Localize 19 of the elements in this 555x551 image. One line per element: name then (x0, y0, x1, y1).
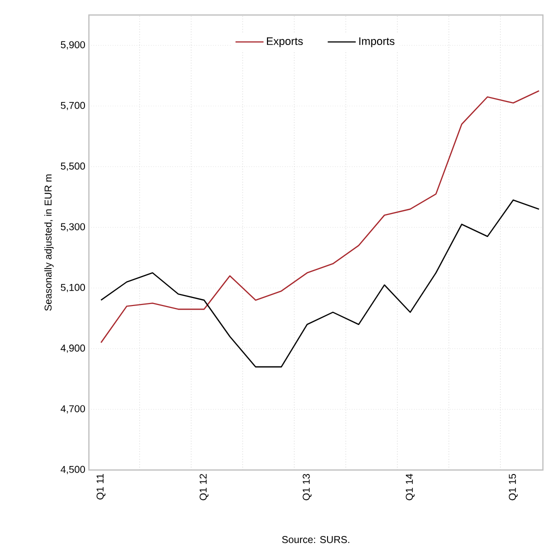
y-tick-label: 5,900 (60, 41, 85, 50)
y-tick-label: 4,500 (60, 466, 85, 474)
y-tick-label: 5,300 (60, 223, 85, 232)
line-series (100, 199, 540, 368)
y-tick-label: 4,900 (60, 344, 85, 353)
x-tick-label: Q1 12 (200, 474, 208, 500)
y-tick-label: 5,100 (60, 284, 85, 292)
legend-label: Imports (359, 37, 394, 48)
x-tick-label: Q1 13 (302, 474, 312, 500)
y-axis-title: Seasonally adjusted, in EUR m (44, 174, 54, 311)
source-note: Source: SURS. (282, 536, 350, 544)
x-tick-label: Q1 11 (96, 474, 106, 500)
legend-label: Exports (266, 37, 303, 48)
y-tick-label: 5,500 (60, 162, 85, 171)
line-series (100, 90, 540, 344)
x-tick-label: Q1 15 (508, 474, 518, 500)
x-tick-label: Q1 14 (406, 474, 415, 500)
y-tick-label: 4,700 (60, 405, 85, 414)
y-tick-label: 5,700 (60, 102, 85, 110)
